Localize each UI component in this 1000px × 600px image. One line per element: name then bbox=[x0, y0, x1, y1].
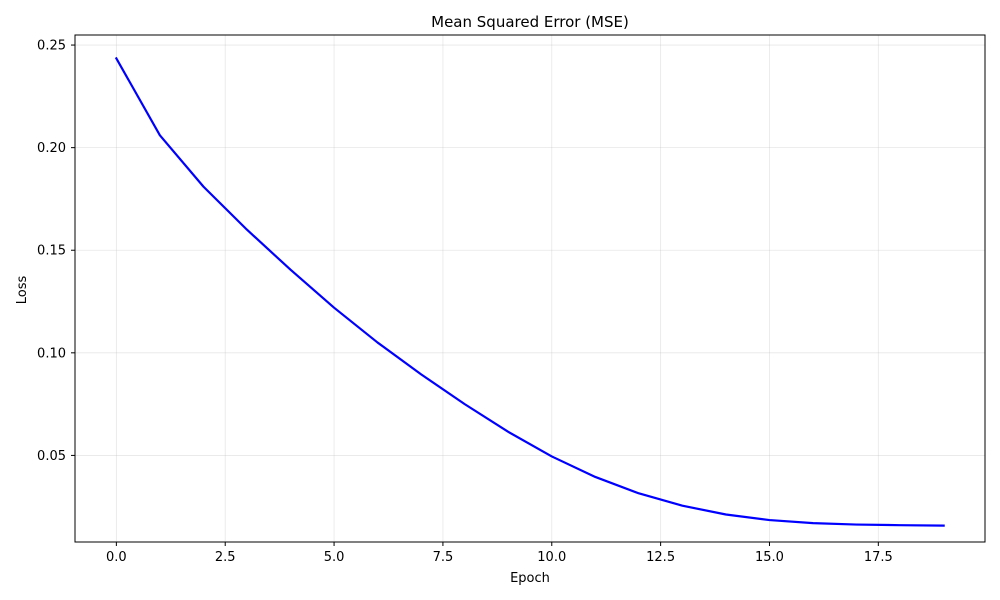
plot-frame bbox=[74, 34, 986, 543]
x-tick-label: 5.0 bbox=[324, 550, 345, 565]
x-tick-label: 15.0 bbox=[755, 550, 784, 565]
series-layer bbox=[114, 56, 945, 527]
loss-line bbox=[114, 56, 945, 527]
x-tick-label: 10.0 bbox=[537, 550, 566, 565]
x-axis-label: Epoch bbox=[510, 571, 550, 586]
grid-layer bbox=[75, 35, 985, 542]
x-tick-label: 0.0 bbox=[106, 550, 127, 565]
y-tick-label: 0.05 bbox=[37, 449, 66, 464]
y-tick-label: 0.15 bbox=[37, 244, 66, 259]
y-axis-label: Loss bbox=[15, 276, 30, 305]
x-axis-ticks: 0.0 2.5 5.0 7.5 10.0 12.5 15.0 17.5 bbox=[106, 542, 893, 565]
x-tick-label: 17.5 bbox=[864, 550, 893, 565]
y-axis-ticks: 0.05 0.10 0.15 0.20 0.25 bbox=[37, 39, 75, 464]
x-tick-label: 7.5 bbox=[433, 550, 454, 565]
y-tick-label: 0.20 bbox=[37, 141, 66, 156]
x-tick-label: 2.5 bbox=[215, 550, 236, 565]
x-tick-label: 12.5 bbox=[646, 550, 675, 565]
y-tick-label: 0.25 bbox=[37, 39, 66, 54]
y-tick-label: 0.10 bbox=[37, 346, 66, 361]
chart-title: Mean Squared Error (MSE) bbox=[431, 13, 629, 31]
